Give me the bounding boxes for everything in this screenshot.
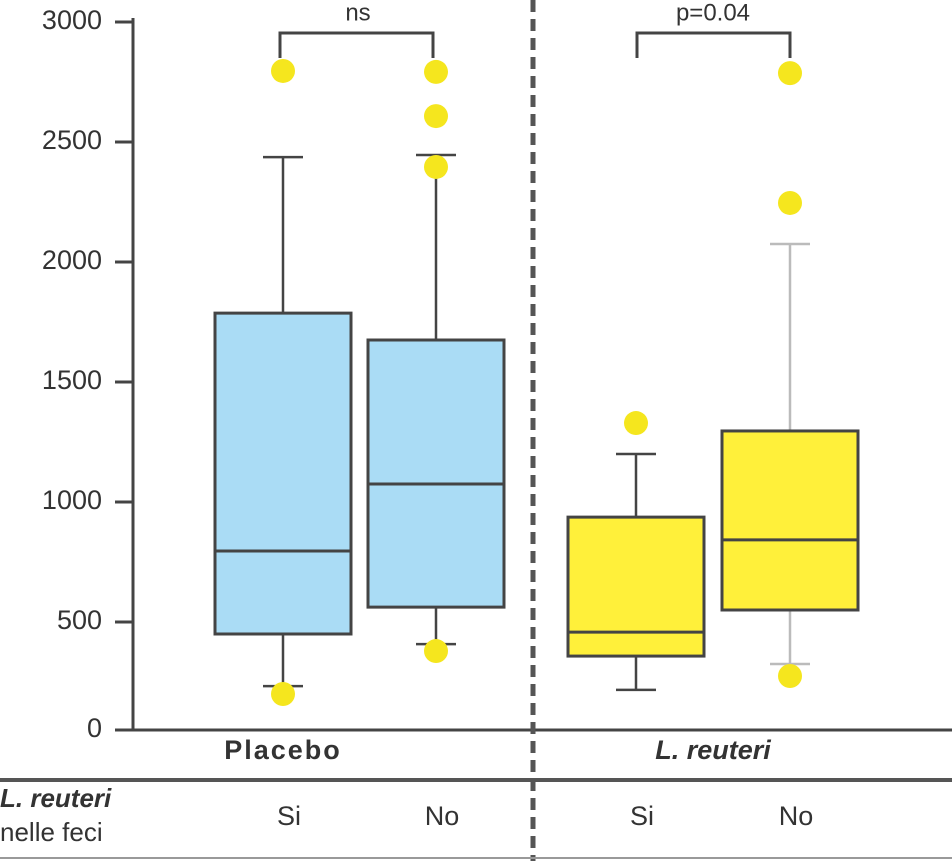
outlier <box>624 411 648 435</box>
y-tick-label: 0 <box>87 713 102 743</box>
outlier <box>778 664 802 688</box>
y-tick-label: 1000 <box>42 485 102 515</box>
subgroup-label: Si <box>277 801 301 831</box>
bracket <box>637 33 790 58</box>
y-tick-label: 2500 <box>42 125 102 155</box>
group-label: Placebo <box>224 735 342 765</box>
outlier <box>271 682 295 706</box>
subgroup-label: Si <box>630 801 654 831</box>
outlier <box>778 191 802 215</box>
outlier <box>778 61 802 85</box>
box <box>722 431 858 610</box>
chart: Placebo L. reuteri L. reuteri nelle feci… <box>0 0 952 861</box>
bracket <box>280 33 433 58</box>
annotation: ns <box>345 0 370 26</box>
group-label: L. reuteri <box>655 735 771 765</box>
outlier <box>424 104 448 128</box>
subgroup-label: No <box>779 801 814 831</box>
annotation: p=0.04 <box>676 0 750 26</box>
outlier <box>424 155 448 179</box>
box <box>368 340 504 607</box>
outlier <box>271 59 295 83</box>
box <box>215 313 351 634</box>
y-tick-label: 3000 <box>42 5 102 35</box>
outlier <box>424 60 448 84</box>
y-tick-label: 2000 <box>42 245 102 275</box>
subgroup-label: No <box>425 801 460 831</box>
y-tick-label: 500 <box>57 605 102 635</box>
box <box>568 517 704 656</box>
y-tick-label: 1500 <box>42 365 102 395</box>
row-label: nelle feci <box>0 817 103 847</box>
outlier <box>424 639 448 663</box>
row-label: L. reuteri <box>0 783 112 813</box>
